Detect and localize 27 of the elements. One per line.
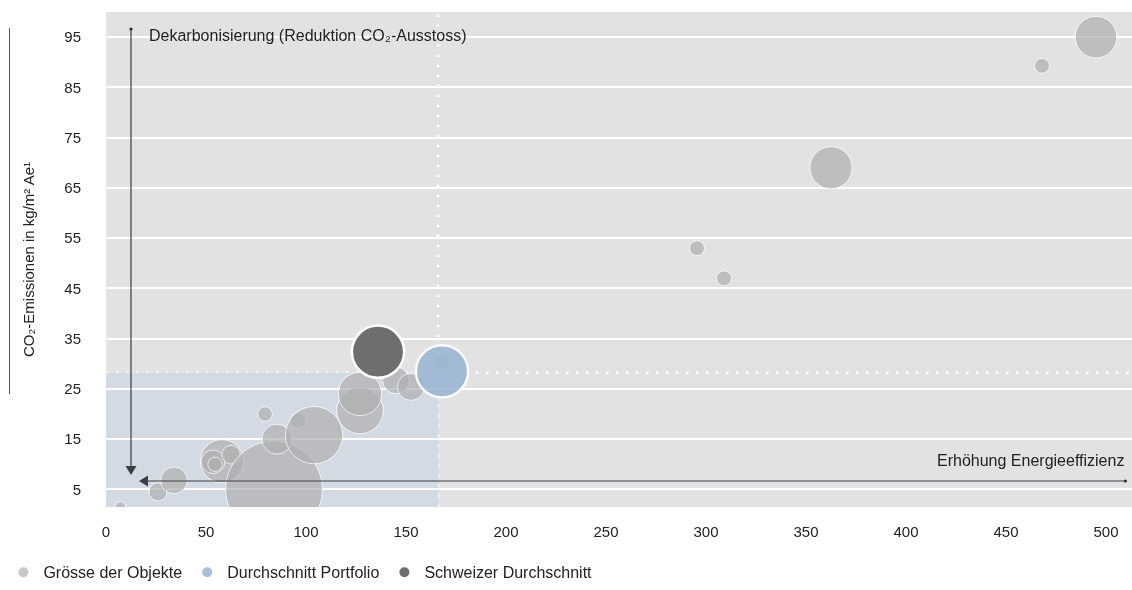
y-axis-title: CO₂-Emissionen in kg/m² Ae¹ bbox=[19, 161, 37, 358]
x-tick-label: 250 bbox=[593, 523, 619, 540]
y-tick-label: 75 bbox=[64, 128, 81, 146]
x-tick-label: 150 bbox=[393, 523, 419, 540]
y-tick-label: 95 bbox=[64, 28, 81, 46]
y-tick-label: 25 bbox=[64, 380, 81, 398]
x-tick-label: 450 bbox=[993, 523, 1019, 540]
y-tick-label: 5 bbox=[72, 480, 81, 498]
y-tick-label: 35 bbox=[64, 329, 81, 347]
y-tick-label: 65 bbox=[64, 179, 81, 197]
x-tick-label: 200 bbox=[493, 523, 519, 540]
x-tick-label: 300 bbox=[693, 523, 719, 540]
annotation: Dekarbonisierung (Reduktion CO₂-Ausstoss) bbox=[149, 27, 467, 44]
y-tick-label: 55 bbox=[64, 229, 81, 247]
y-tick-label: 15 bbox=[64, 430, 81, 448]
x-tick-label: 350 bbox=[793, 523, 819, 540]
annotation: Erhöhung Energieeffizienz bbox=[937, 452, 1125, 469]
x-tick-label: 500 bbox=[1093, 523, 1119, 540]
legend-label: Grösse der Objekte bbox=[43, 564, 183, 582]
x-tick-label: 400 bbox=[893, 523, 919, 540]
y-tick-label: 45 bbox=[64, 279, 81, 297]
x-tick-label: 100 bbox=[293, 523, 319, 540]
x-tick-label: 50 bbox=[197, 523, 215, 540]
legend-label: Durchschnitt Portfolio bbox=[227, 564, 380, 582]
y-tick-label: 85 bbox=[64, 78, 81, 96]
x-tick-label: 0 bbox=[101, 523, 111, 540]
legend-label: Schweizer Durchschnitt bbox=[424, 564, 593, 582]
